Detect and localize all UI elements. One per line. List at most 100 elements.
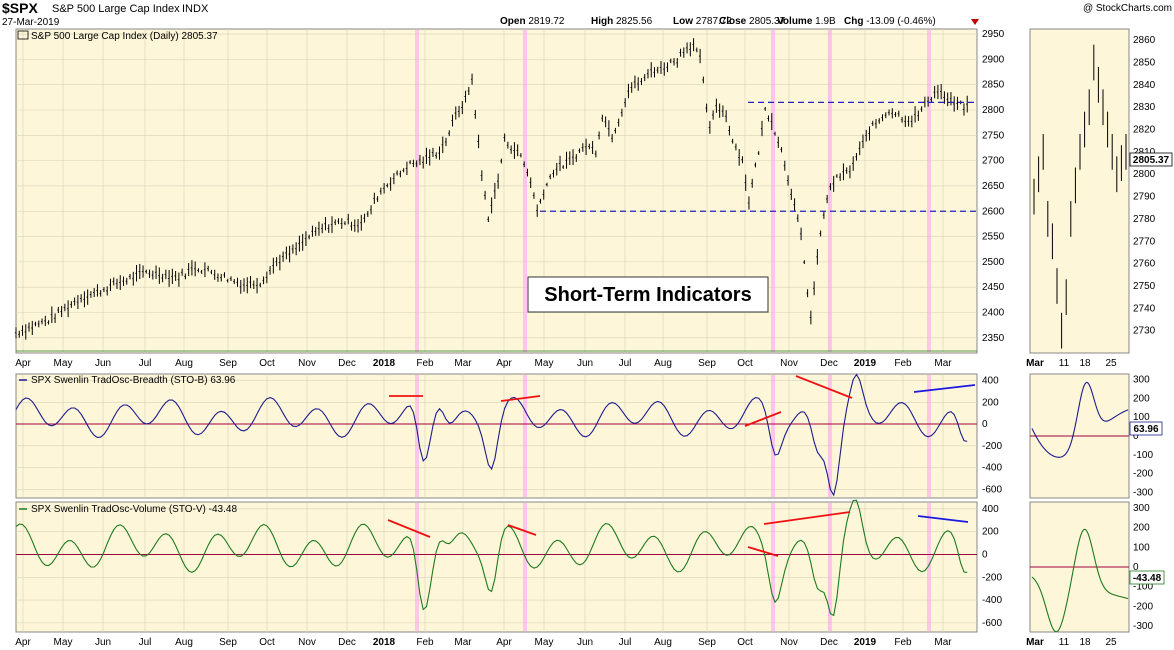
highlight-band [771, 375, 775, 497]
quote-item: Chg -13.09 (-0.46%) [844, 16, 936, 27]
x-tick-label: Feb [416, 358, 434, 369]
zoom-price-y-tick: 2850 [1133, 58, 1156, 69]
x-tick-label: Aug [654, 358, 672, 369]
zoom-price-y-tick: 2730 [1133, 326, 1156, 337]
x-tick-label: Mar [934, 358, 952, 369]
x-tick-label: Sep [698, 637, 716, 648]
price-y-tick: 2800 [982, 105, 1005, 116]
down-arrow-icon [971, 19, 979, 25]
x-tick-label: Jul [139, 358, 152, 369]
highlight-band [523, 375, 527, 497]
volume-panel-title: SPX Swenlin TradOsc-Volume (STO-V) -43.4… [31, 504, 237, 515]
zoom-breadth-y-tick: -300 [1133, 487, 1153, 498]
price-title: S&P 500 Large Cap Index (Daily) 2805.37 [17, 30, 218, 42]
zoom-price-y-tick: 2810 [1133, 147, 1156, 158]
volume-y-tick: -600 [982, 618, 1002, 629]
price-last-value: 2805.37 [1133, 155, 1170, 166]
x-tick-label: Sep [219, 358, 237, 369]
price-y-tick: 2500 [982, 257, 1005, 268]
annotation-text: Short-Term Indicators [544, 284, 751, 306]
x-tick-label: Nov [298, 358, 316, 369]
zoom-x-tick: 11 [1059, 637, 1070, 648]
highlight-band [523, 30, 527, 352]
price-y-tick: 2350 [982, 333, 1005, 344]
trend-red-line [387, 519, 431, 538]
x-tick-label: Aug [654, 637, 672, 648]
x-tick-label: Dec [338, 637, 356, 648]
zoom-volume-y-tick: 0 [1133, 562, 1139, 573]
breadth-y-tick: -400 [982, 463, 1002, 474]
price-y-tick: 2850 [982, 80, 1005, 91]
quote-item: Close 2805.37 [719, 16, 786, 27]
highlight-band [415, 30, 419, 352]
zoom-volume-y-tick: -100 [1133, 582, 1153, 593]
x-tick-label: Oct [737, 358, 753, 369]
x-tick-label: 2019 [854, 637, 877, 648]
zoom-x-tick: Mar [1026, 358, 1044, 369]
zoom-volume-line [1031, 528, 1129, 633]
zoom-price-y-tick: 2760 [1133, 259, 1156, 270]
zoom-price-y-tick: 2780 [1133, 214, 1156, 225]
zoom-price-y-tick: 2790 [1133, 192, 1156, 203]
x-tick-label: Oct [737, 637, 753, 648]
zoom-breadth-y-tick: 100 [1133, 412, 1150, 423]
x-tick-label: Nov [780, 637, 798, 648]
highlight-band [927, 30, 931, 352]
price-panel [15, 28, 978, 354]
x-tick-label: Jul [619, 637, 632, 648]
zoom-x-tick: 18 [1079, 637, 1091, 648]
x-tick-label: Apr [496, 358, 512, 369]
zoom-x-tick: 18 [1079, 358, 1091, 369]
zoom-breadth-y-tick: 300 [1133, 375, 1150, 386]
x-tick-label: 2019 [854, 358, 877, 369]
breadth-y-tick: 0 [982, 419, 988, 430]
x-tick-label: Oct [259, 637, 275, 648]
highlight-band [415, 503, 419, 631]
x-tick-label: Mar [454, 637, 472, 648]
x-tick-label: 2018 [373, 637, 396, 648]
zoom-price-y-tick: 2820 [1133, 125, 1156, 136]
zoom-price-y-tick: 2770 [1133, 236, 1156, 247]
highlight-band [828, 503, 832, 631]
quote-item: Volume 1.9B [777, 16, 836, 27]
trend-red-line [744, 411, 782, 427]
price-y-tick: 2650 [982, 181, 1005, 192]
quote-item: Open 2819.72 [500, 16, 565, 27]
x-tick-label: Jul [139, 637, 152, 648]
zoom-breadth-y-tick: -100 [1133, 450, 1153, 461]
zoom-breadth-y-tick: -200 [1133, 469, 1153, 480]
x-tick-label: Apr [15, 358, 31, 369]
breadth-last-tag: 63.96 [1129, 421, 1163, 436]
x-tick-label: Sep [219, 637, 237, 648]
x-tick-label: Apr [15, 637, 31, 648]
trend-red-line [507, 524, 537, 536]
zoom-price-y-tick: 2840 [1133, 80, 1156, 91]
volume-y-tick: 0 [982, 549, 988, 560]
x-tick-label: Jun [577, 358, 593, 369]
x-tick-label: Mar [934, 637, 952, 648]
price-panel-title: S&P 500 Large Cap Index (Daily) 2805.37 [31, 31, 218, 42]
header-watermark: @ StockCharts.com [1083, 3, 1172, 14]
zoom-price-y-tick: 2860 [1133, 35, 1156, 46]
volume-y-tick: -400 [982, 595, 1002, 606]
header-exchange: INDX [182, 3, 209, 15]
highlight-band [927, 503, 931, 631]
trend-blue-line [913, 384, 976, 393]
x-tick-label: Apr [496, 637, 512, 648]
x-tick-label: Feb [894, 637, 912, 648]
x-tick-label: May [54, 637, 73, 648]
zoom-x-tick: 25 [1105, 358, 1117, 369]
quote-row: Open 2819.72 High 2825.56 Low 2787.72Close… [500, 16, 936, 27]
zoom-volume-y-tick: 200 [1133, 523, 1150, 534]
volume-title: SPX Swenlin TradOsc-Volume (STO-V) -43.4… [19, 504, 237, 515]
breadth-y-tick: 200 [982, 397, 999, 408]
zoom-x-tick: Mar [1026, 637, 1044, 648]
trend-red-line [747, 546, 779, 557]
breadth-y-tick: -600 [982, 484, 1002, 495]
zoom-x-tick: 11 [1059, 358, 1070, 369]
x-tick-label: Dec [338, 358, 356, 369]
breadth-series-line [15, 373, 968, 497]
breadth-y-tick: -200 [982, 441, 1002, 452]
volume-last-tag: -43.48 [1129, 570, 1165, 585]
highlight-band [771, 503, 775, 631]
